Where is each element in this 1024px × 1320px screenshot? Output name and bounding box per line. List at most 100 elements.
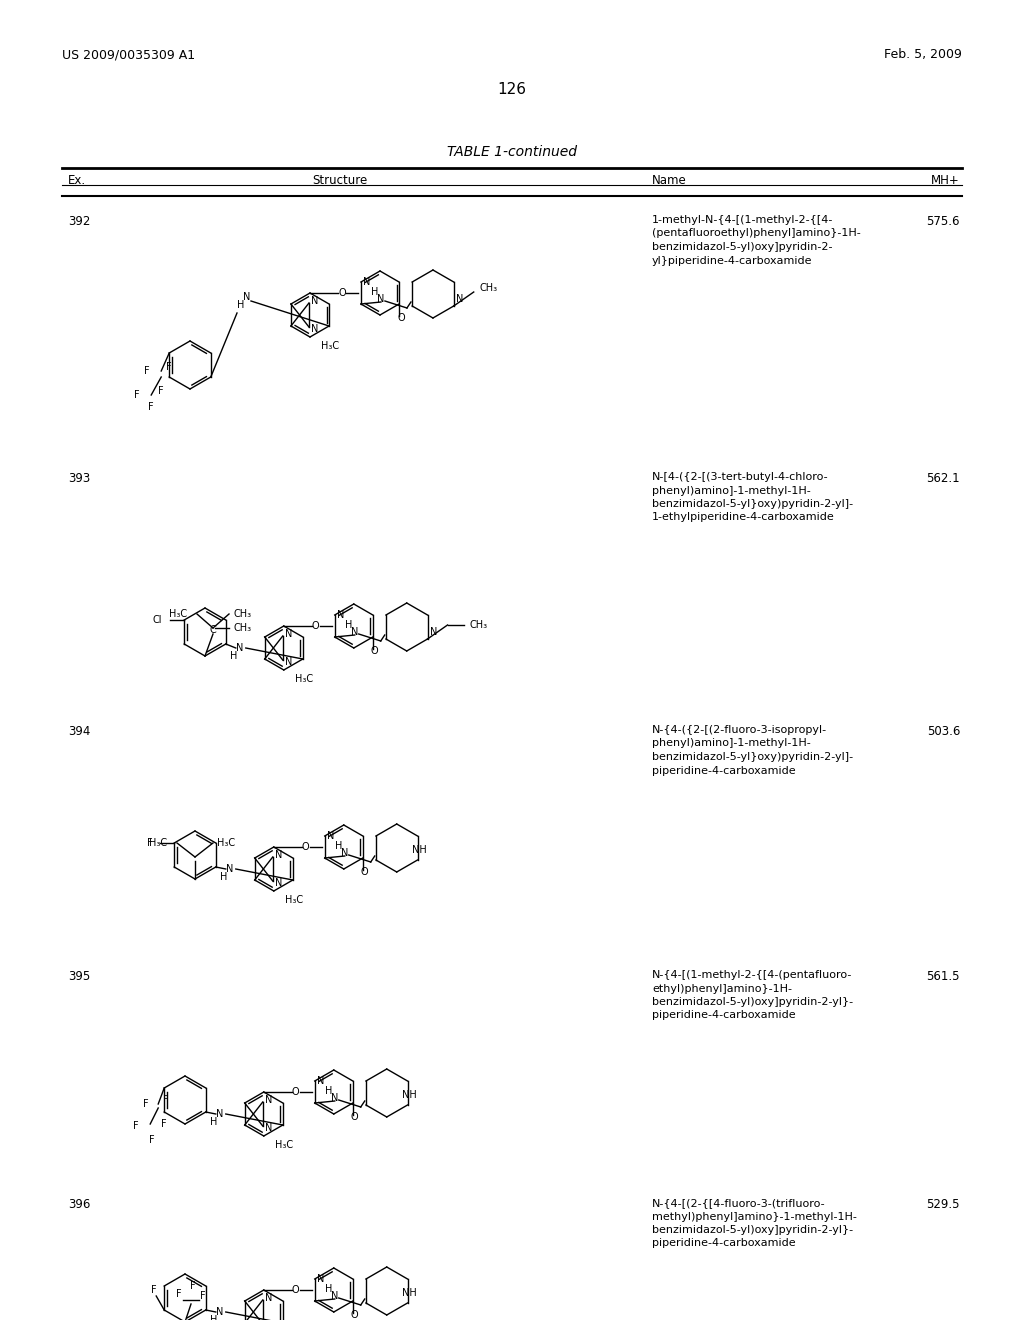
- Text: H₃C: H₃C: [274, 1140, 293, 1150]
- Text: H: H: [335, 841, 342, 851]
- Text: H: H: [230, 651, 238, 661]
- Text: N: N: [331, 1291, 338, 1302]
- Text: methyl)phenyl]amino}-1-methyl-1H-: methyl)phenyl]amino}-1-methyl-1H-: [652, 1212, 857, 1221]
- Text: N-{4-[(1-methyl-2-{[4-(pentafluoro-: N-{4-[(1-methyl-2-{[4-(pentafluoro-: [652, 970, 852, 979]
- Text: H: H: [210, 1315, 217, 1320]
- Text: CH₃: CH₃: [233, 609, 251, 619]
- Text: 562.1: 562.1: [927, 473, 961, 484]
- Text: N: N: [274, 850, 282, 861]
- Text: phenyl)amino]-1-methyl-1H-: phenyl)amino]-1-methyl-1H-: [652, 486, 811, 495]
- Text: F: F: [144, 366, 151, 376]
- Text: piperidine-4-carboxamide: piperidine-4-carboxamide: [652, 766, 796, 776]
- Text: N: N: [316, 1274, 325, 1284]
- Text: F: F: [164, 1096, 169, 1105]
- Text: 395: 395: [68, 970, 90, 983]
- Text: 126: 126: [498, 82, 526, 96]
- Text: N: N: [285, 657, 292, 667]
- Text: piperidine-4-carboxamide: piperidine-4-carboxamide: [652, 1011, 796, 1020]
- Text: H₃C: H₃C: [321, 341, 339, 351]
- Text: N: N: [456, 294, 463, 304]
- Text: O: O: [302, 842, 309, 851]
- Text: CH₃: CH₃: [479, 282, 498, 293]
- Text: F: F: [152, 1284, 157, 1295]
- Text: N-{4-({2-[(2-fluoro-3-isopropyl-: N-{4-({2-[(2-fluoro-3-isopropyl-: [652, 725, 827, 735]
- Text: F: F: [162, 1119, 167, 1129]
- Text: N: N: [429, 627, 437, 638]
- Text: CH₃: CH₃: [470, 620, 487, 630]
- Text: N: N: [377, 294, 385, 304]
- Text: O: O: [351, 1111, 358, 1122]
- Text: N: N: [351, 627, 358, 638]
- Text: Cl: Cl: [153, 615, 162, 624]
- Text: H: H: [345, 620, 352, 630]
- Text: H₃C: H₃C: [169, 609, 187, 619]
- Text: H: H: [220, 873, 227, 882]
- Text: F: F: [143, 1100, 150, 1109]
- Text: H₃C: H₃C: [285, 895, 303, 906]
- Text: H: H: [325, 1284, 333, 1294]
- Text: benzimidazol-5-yl)oxy]pyridin-2-: benzimidazol-5-yl)oxy]pyridin-2-: [652, 242, 833, 252]
- Text: N: N: [327, 832, 334, 841]
- Text: C: C: [210, 624, 216, 635]
- Text: (pentafluoroethyl)phenyl]amino}-1H-: (pentafluoroethyl)phenyl]amino}-1H-: [652, 228, 861, 239]
- Text: O: O: [351, 1309, 358, 1320]
- Text: O: O: [360, 867, 369, 876]
- Text: N: N: [362, 277, 371, 286]
- Text: benzimidazol-5-yl}oxy)pyridin-2-yl]-: benzimidazol-5-yl}oxy)pyridin-2-yl]-: [652, 499, 853, 510]
- Text: N: N: [316, 1076, 325, 1086]
- Text: 396: 396: [68, 1199, 90, 1210]
- Text: O: O: [397, 313, 404, 323]
- Text: Feb. 5, 2009: Feb. 5, 2009: [884, 48, 962, 61]
- Text: H: H: [372, 286, 379, 297]
- Text: 575.6: 575.6: [927, 215, 961, 228]
- Text: N-{4-[(2-{[4-fluoro-3-(trifluoro-: N-{4-[(2-{[4-fluoro-3-(trifluoro-: [652, 1199, 825, 1208]
- Text: F: F: [133, 1121, 139, 1131]
- Text: CH₃: CH₃: [233, 623, 251, 634]
- Text: F: F: [200, 1291, 206, 1302]
- Text: 394: 394: [68, 725, 90, 738]
- Text: Structure: Structure: [312, 174, 368, 187]
- Text: F: F: [159, 385, 164, 396]
- Text: 561.5: 561.5: [927, 970, 961, 983]
- Text: benzimidazol-5-yl}oxy)pyridin-2-yl]-: benzimidazol-5-yl}oxy)pyridin-2-yl]-: [652, 752, 853, 762]
- Text: TABLE 1-continued: TABLE 1-continued: [447, 145, 577, 158]
- Text: N: N: [311, 296, 318, 306]
- Text: H₃C: H₃C: [295, 675, 313, 684]
- Text: N: N: [274, 878, 282, 888]
- Text: Ex.: Ex.: [68, 174, 86, 187]
- Text: O: O: [312, 620, 319, 631]
- Text: NH: NH: [402, 1090, 417, 1100]
- Text: O: O: [371, 645, 379, 656]
- Text: 392: 392: [68, 215, 90, 228]
- Text: N: N: [216, 1307, 223, 1317]
- Text: F: F: [176, 1290, 182, 1299]
- Text: NH: NH: [412, 845, 427, 855]
- Text: 503.6: 503.6: [927, 725, 961, 738]
- Text: benzimidazol-5-yl)oxy]pyridin-2-yl}-: benzimidazol-5-yl)oxy]pyridin-2-yl}-: [652, 997, 853, 1007]
- Text: NH: NH: [402, 1288, 417, 1298]
- Text: US 2009/0035309 A1: US 2009/0035309 A1: [62, 48, 196, 61]
- Text: benzimidazol-5-yl)oxy]pyridin-2-yl}-: benzimidazol-5-yl)oxy]pyridin-2-yl}-: [652, 1225, 853, 1236]
- Text: H₃C: H₃C: [217, 838, 236, 847]
- Text: O: O: [338, 288, 346, 298]
- Text: N-[4-({2-[(3-tert-butyl-4-chloro-: N-[4-({2-[(3-tert-butyl-4-chloro-: [652, 473, 828, 482]
- Text: N: N: [311, 323, 318, 334]
- Text: F: F: [167, 362, 172, 372]
- Text: N: N: [337, 610, 344, 620]
- Text: N: N: [244, 292, 251, 302]
- Text: F: F: [146, 838, 153, 847]
- Text: N: N: [341, 847, 348, 858]
- Text: F: F: [190, 1280, 196, 1291]
- Text: yl}piperidine-4-carboxamide: yl}piperidine-4-carboxamide: [652, 256, 812, 265]
- Text: O: O: [292, 1284, 300, 1295]
- Text: H: H: [325, 1086, 333, 1096]
- Text: piperidine-4-carboxamide: piperidine-4-carboxamide: [652, 1238, 796, 1249]
- Text: 1-methyl-N-{4-[(1-methyl-2-{[4-: 1-methyl-N-{4-[(1-methyl-2-{[4-: [652, 215, 834, 224]
- Text: F: F: [134, 389, 140, 400]
- Text: N: N: [265, 1096, 272, 1105]
- Text: ethyl)phenyl]amino}-1H-: ethyl)phenyl]amino}-1H-: [652, 983, 792, 994]
- Text: H₃C: H₃C: [148, 838, 167, 847]
- Text: F: F: [148, 403, 154, 412]
- Text: N: N: [265, 1123, 272, 1133]
- Text: H: H: [210, 1117, 217, 1127]
